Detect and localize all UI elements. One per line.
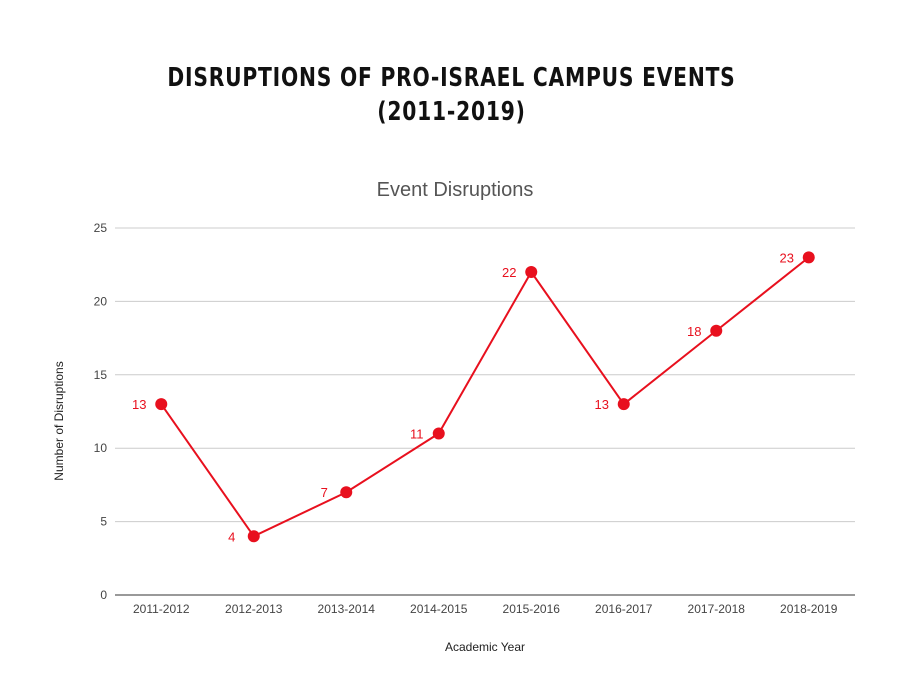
x-tick-label: 2011-2012 <box>133 602 190 616</box>
y-tick-label: 5 <box>100 515 107 529</box>
y-axis-label: Number of Disruptions <box>52 361 66 480</box>
data-label: 7 <box>321 485 328 500</box>
data-labels: 13 4 7 11 22 13 18 23 <box>132 250 794 544</box>
data-label: 23 <box>780 250 794 265</box>
x-tick-label: 2016-2017 <box>595 602 653 616</box>
x-tick-label: 2017-2018 <box>688 602 746 616</box>
y-tick-label: 0 <box>100 588 107 602</box>
data-point <box>155 398 168 411</box>
data-point <box>710 324 723 337</box>
data-label: 22 <box>502 265 516 280</box>
grid-lines <box>115 227 855 523</box>
y-tick-label: 15 <box>94 368 108 382</box>
x-tick-label: 2014-2015 <box>410 602 468 616</box>
data-label: 13 <box>132 397 146 412</box>
x-tick-label: 2018-2019 <box>780 602 838 616</box>
data-label: 4 <box>228 529 235 544</box>
page-title-line-2: (2011-2019) <box>377 97 526 127</box>
data-points <box>155 251 815 543</box>
data-point <box>432 427 445 440</box>
y-tick-label: 20 <box>94 294 108 308</box>
data-label: 18 <box>687 324 701 339</box>
data-point <box>802 251 815 264</box>
data-point <box>617 398 630 411</box>
y-axis-ticks: 0 5 10 15 20 25 <box>94 221 108 602</box>
x-tick-label: 2012-2013 <box>225 602 283 616</box>
y-tick-label: 25 <box>94 221 108 235</box>
chart-title: Event Disruptions <box>377 179 534 201</box>
data-point <box>247 530 260 543</box>
data-label: 13 <box>595 397 609 412</box>
x-tick-label: 2015-2016 <box>503 602 561 616</box>
data-point <box>340 486 353 499</box>
x-axis-ticks: 2011-2012 2012-2013 2013-2014 2014-2015 2015… <box>133 602 838 616</box>
page-title-line-1: DISRUPTIONS OF PRO-ISRAEL CAMPUS EVENTS <box>167 63 736 93</box>
series-line <box>160 256 810 538</box>
x-tick-label: 2013-2014 <box>318 602 376 616</box>
data-label: 11 <box>410 427 424 442</box>
x-axis-label: Academic Year <box>445 640 525 654</box>
data-point <box>525 266 538 279</box>
y-tick-label: 10 <box>94 441 108 455</box>
